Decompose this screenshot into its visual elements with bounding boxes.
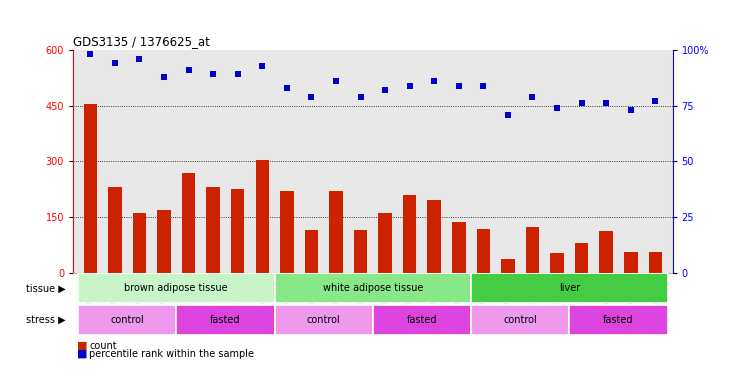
Text: white adipose tissue: white adipose tissue xyxy=(322,283,423,293)
Bar xyxy=(526,227,539,273)
Text: GDS3135 / 1376625_at: GDS3135 / 1376625_at xyxy=(73,35,210,48)
Point xyxy=(551,105,563,111)
Point xyxy=(428,78,440,84)
Point xyxy=(576,100,588,106)
Bar xyxy=(648,252,662,273)
Text: brown adipose tissue: brown adipose tissue xyxy=(124,283,228,293)
Bar xyxy=(108,187,121,273)
Text: control: control xyxy=(110,314,144,324)
Text: tissue ▶: tissue ▶ xyxy=(26,283,66,293)
Point xyxy=(355,94,366,100)
Bar xyxy=(373,305,471,334)
Point xyxy=(404,83,415,89)
Point xyxy=(649,98,661,104)
Bar xyxy=(379,214,392,273)
Text: count: count xyxy=(89,341,117,351)
Bar xyxy=(132,214,146,273)
Text: control: control xyxy=(504,314,537,324)
Text: percentile rank within the sample: percentile rank within the sample xyxy=(89,349,254,359)
Bar xyxy=(354,230,367,273)
Bar xyxy=(157,210,171,273)
Point xyxy=(208,71,219,78)
Bar xyxy=(231,189,244,273)
Point xyxy=(158,74,170,80)
Text: liver: liver xyxy=(558,283,580,293)
Text: fasted: fasted xyxy=(603,314,634,324)
Point xyxy=(625,107,637,113)
Bar xyxy=(575,243,588,273)
Bar xyxy=(275,305,373,334)
Point xyxy=(306,94,317,100)
Bar xyxy=(550,253,564,273)
Bar xyxy=(329,191,343,273)
Bar xyxy=(624,252,637,273)
Point xyxy=(85,51,96,58)
Point xyxy=(477,83,489,89)
Text: ■: ■ xyxy=(77,341,87,351)
Bar xyxy=(280,191,294,273)
Bar xyxy=(501,259,515,273)
Point xyxy=(330,78,342,84)
Text: ■: ■ xyxy=(77,349,87,359)
Bar xyxy=(452,222,466,273)
Text: control: control xyxy=(307,314,341,324)
Bar xyxy=(83,104,97,273)
Text: stress ▶: stress ▶ xyxy=(26,314,66,324)
Bar xyxy=(428,200,441,273)
Point xyxy=(257,63,268,69)
Bar xyxy=(403,195,417,273)
Point xyxy=(183,67,194,73)
Point xyxy=(134,56,145,62)
Point xyxy=(109,60,121,66)
Bar xyxy=(78,305,176,334)
Bar xyxy=(569,305,667,334)
Bar xyxy=(256,159,269,273)
Bar xyxy=(471,273,667,303)
Bar xyxy=(477,229,490,273)
Bar xyxy=(471,305,569,334)
Bar xyxy=(599,231,613,273)
Bar xyxy=(182,172,195,273)
Point xyxy=(502,111,514,118)
Point xyxy=(232,71,243,78)
Point xyxy=(526,94,538,100)
Bar xyxy=(275,273,471,303)
Text: fasted: fasted xyxy=(406,314,437,324)
Point xyxy=(281,85,292,91)
Bar xyxy=(206,187,220,273)
Point xyxy=(379,87,391,93)
Bar xyxy=(78,273,275,303)
Point xyxy=(600,100,612,106)
Bar xyxy=(176,305,275,334)
Point xyxy=(453,83,465,89)
Bar xyxy=(305,230,318,273)
Text: fasted: fasted xyxy=(210,314,240,324)
